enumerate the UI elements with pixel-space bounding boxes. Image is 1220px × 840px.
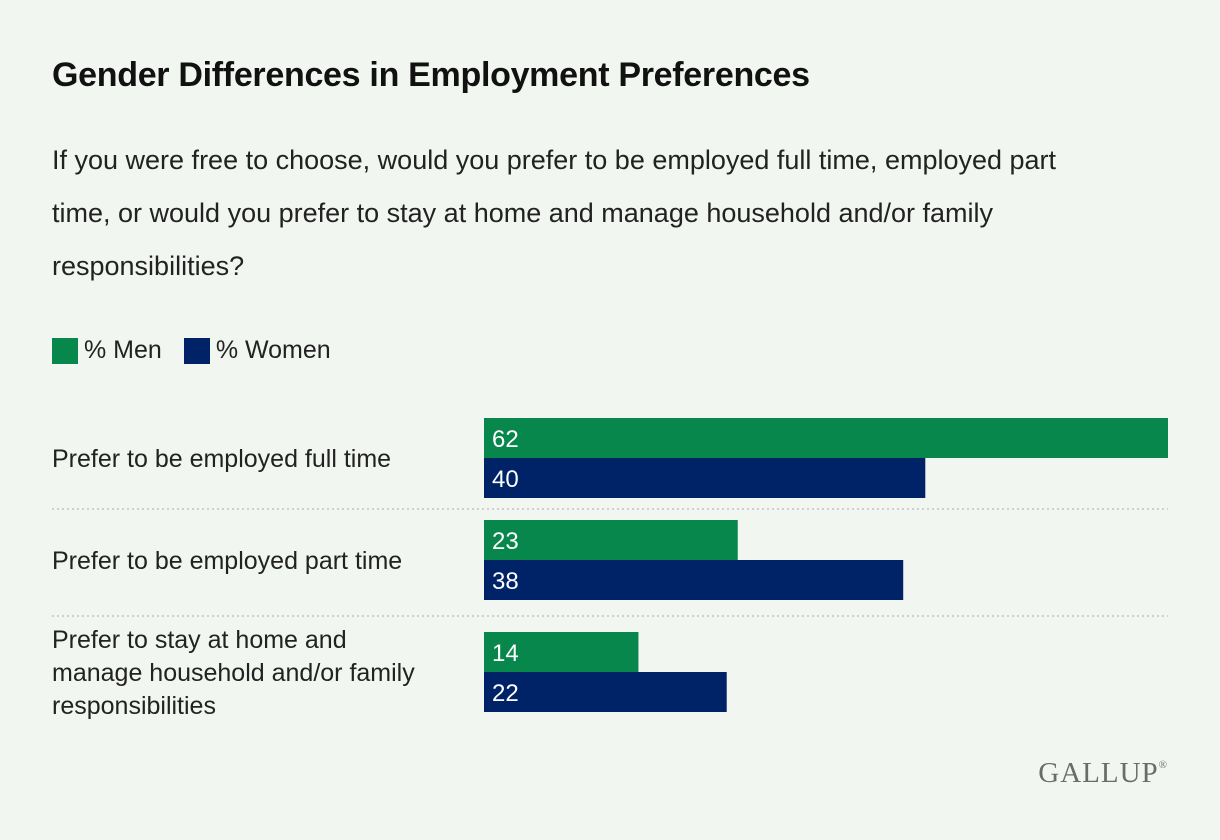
legend-swatch-men [52, 337, 78, 364]
bar-women [484, 560, 904, 600]
category-label: responsibilities [52, 692, 216, 720]
category-label: Prefer to be employed full time [52, 445, 391, 473]
data-label-women: 22 [492, 680, 519, 707]
data-label-women: 38 [492, 568, 519, 595]
data-label-women: 40 [492, 466, 519, 493]
data-label-men: 23 [492, 528, 519, 555]
category-label: manage household and/or family [52, 659, 415, 687]
bar-women [484, 458, 926, 498]
brand-name: GALLUP [1038, 757, 1159, 789]
legend-item-women: % Women [183, 336, 331, 365]
chart-title: Gender Differences in Employment Prefere… [52, 56, 810, 94]
bar-women [484, 672, 727, 712]
chart-subtitle: If you were free to choose, would you pr… [52, 145, 1057, 281]
legend-label-men: % Men [84, 336, 162, 364]
category-label: Prefer to be employed part time [52, 547, 402, 575]
bar-men [484, 418, 1168, 458]
legend-swatch-women [183, 337, 210, 364]
bar-men [484, 520, 738, 560]
bar-men [484, 632, 639, 672]
category-label: Prefer to stay at home and [52, 626, 347, 654]
data-label-men: 14 [492, 640, 519, 667]
legend-label-women: % Women [215, 336, 331, 364]
legend-item-men: % Men [52, 336, 162, 365]
gallup-logo: GALLUP® [1038, 757, 1168, 790]
legend: % Men % Women [52, 336, 353, 365]
data-label-men: 62 [492, 426, 519, 453]
registered-mark: ® [1158, 759, 1168, 771]
